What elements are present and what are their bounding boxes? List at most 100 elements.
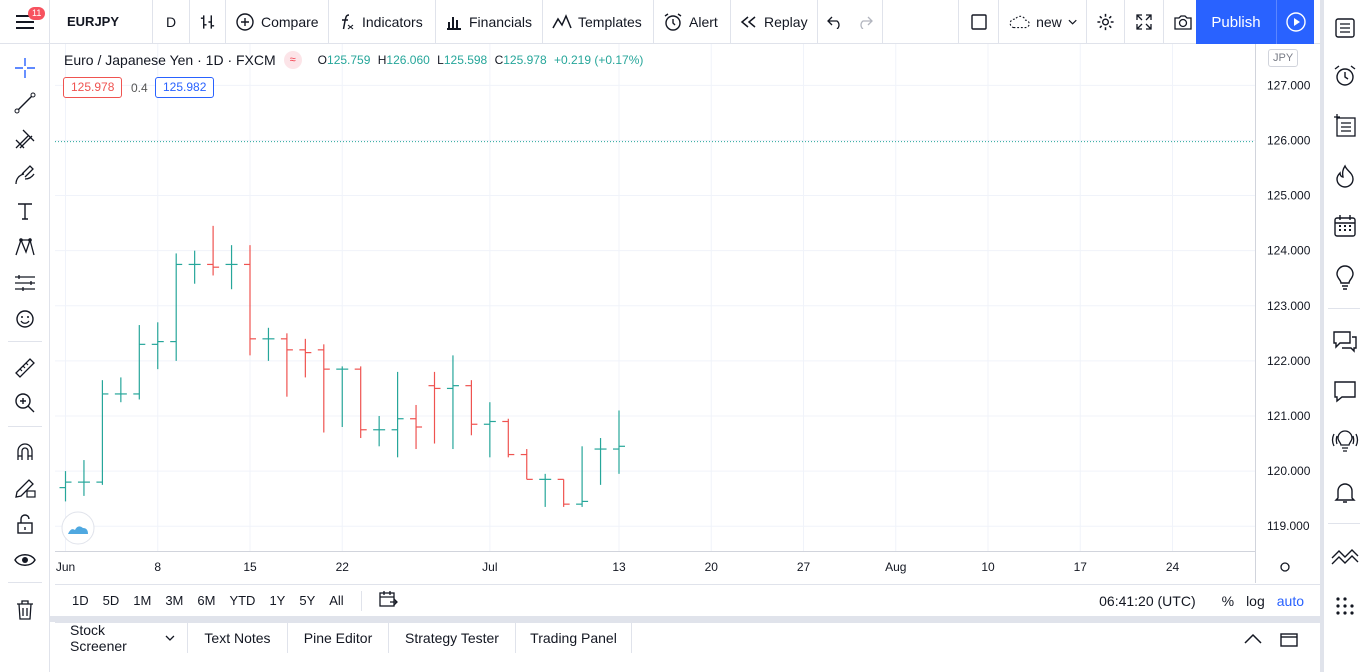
ohlc-bar <box>520 449 533 480</box>
ideas-stream-button[interactable] <box>1329 262 1361 294</box>
alert-button[interactable]: Alert <box>654 0 731 44</box>
ohlc-bar <box>391 371 404 458</box>
bars-style-icon <box>200 14 215 29</box>
watchlist-button[interactable] <box>1329 12 1361 44</box>
play-button[interactable] <box>1276 0 1314 44</box>
hotlists-button[interactable] <box>1329 160 1361 192</box>
undo-icon[interactable] <box>827 15 843 29</box>
gear-icon[interactable] <box>1280 562 1290 572</box>
brush-tool[interactable] <box>11 161 39 189</box>
pattern-tool[interactable] <box>11 233 39 261</box>
tab-pine-editor[interactable]: Pine Editor <box>288 623 389 653</box>
plus-circle-icon <box>236 12 254 31</box>
toolbar-spacer <box>883 0 959 44</box>
range-button-5y[interactable]: 5Y <box>299 593 316 608</box>
calendar-icon <box>1334 215 1356 237</box>
publish-button[interactable]: Publish <box>1196 0 1276 44</box>
market-status-icon[interactable]: ≈ <box>283 51 302 69</box>
tab-trading-panel[interactable]: Trading Panel <box>516 623 632 653</box>
lock-all-tool[interactable] <box>11 510 39 538</box>
y-tick-label: 121.000 <box>1267 409 1311 423</box>
financials-button[interactable]: Financials <box>436 0 543 44</box>
chats-button[interactable] <box>1329 325 1361 357</box>
prediction-tool[interactable] <box>11 269 39 297</box>
interval-button[interactable]: D <box>153 0 190 44</box>
range-button-5d[interactable]: 5D <box>102 593 120 608</box>
maximize-panel-icon[interactable] <box>1279 632 1299 648</box>
more-apps-button[interactable] <box>1329 590 1361 622</box>
buy-price-box[interactable]: 125.982 <box>155 77 215 98</box>
price-chart[interactable]: 127.000 126.000 125.000 124.000 123.000 122.0… <box>55 44 1320 584</box>
tab-stock-screener[interactable]: Stock Screener <box>55 622 188 654</box>
settings-button[interactable] <box>1087 0 1125 44</box>
templates-label: Templates <box>578 13 642 30</box>
range-button-3m[interactable]: 3M <box>165 593 184 608</box>
tab-strategy-tester[interactable]: Strategy Tester <box>389 623 516 653</box>
ohlc-bar <box>373 415 386 447</box>
range-button-ytd[interactable]: YTD <box>229 593 256 608</box>
tab-label: Trading Panel <box>530 630 617 646</box>
ohlc-bar <box>114 377 127 403</box>
range-button-all[interactable]: All <box>329 593 344 608</box>
fullscreen-button[interactable] <box>1125 0 1164 44</box>
pitchfork-icon <box>15 129 35 149</box>
alerts-button[interactable] <box>1329 60 1361 92</box>
select-layout-button[interactable] <box>959 0 999 44</box>
text-tool[interactable] <box>11 197 39 225</box>
order-panel-button[interactable] <box>1329 540 1361 572</box>
range-button-1m[interactable]: 1M <box>133 593 152 608</box>
streams-button[interactable] <box>1329 425 1361 457</box>
sell-price-box[interactable]: 125.978 <box>63 77 123 98</box>
auto-toggle[interactable]: auto <box>1276 592 1304 609</box>
ruler-icon <box>15 358 35 378</box>
range-button-1d[interactable]: 1D <box>72 593 89 608</box>
notifications-button[interactable] <box>1329 476 1361 508</box>
zigzag-icon <box>1331 549 1359 565</box>
range-buttons: 1D 5D 1M 3M 6M YTD 1Y 5Y All <box>55 593 351 608</box>
chat-bubbles-icon <box>1333 331 1357 353</box>
replay-label: Replay <box>764 13 808 30</box>
notification-badge: 11 <box>28 6 46 20</box>
trend-line-tool[interactable] <box>11 89 39 117</box>
main-menu-button[interactable]: 11 <box>0 0 50 44</box>
chart-legend: Euro / Japanese Yen · 1D · FXCM ≈ O125.7… <box>64 51 643 69</box>
icons-tool[interactable] <box>11 305 39 333</box>
tab-label: Pine Editor <box>303 630 373 646</box>
currency-label[interactable]: JPY <box>1268 49 1299 67</box>
clock-display[interactable]: 06:41:20 (UTC) <box>1099 592 1196 609</box>
magnet-tool[interactable] <box>11 438 39 466</box>
zoom-tool[interactable] <box>11 389 39 417</box>
calendar-button[interactable] <box>1329 210 1361 242</box>
range-button-6m[interactable]: 6M <box>197 593 216 608</box>
templates-button[interactable]: Templates <box>543 0 654 44</box>
rewind-icon <box>740 15 756 28</box>
ohlc-bar <box>410 404 423 450</box>
fib-tool[interactable] <box>11 125 39 153</box>
measure-tool[interactable] <box>11 354 39 382</box>
ohlc-bar <box>225 245 238 290</box>
templates-icon <box>552 13 572 28</box>
replay-button[interactable]: Replay <box>731 0 818 44</box>
symbol-search-button[interactable]: EURJPY <box>50 0 153 44</box>
snapshot-button[interactable] <box>1164 0 1202 44</box>
tab-text-notes[interactable]: Text Notes <box>188 623 288 653</box>
redo-icon[interactable] <box>857 15 873 29</box>
data-window-button[interactable] <box>1329 110 1361 142</box>
symbol-title[interactable]: Euro / Japanese Yen · 1D · FXCM <box>64 52 276 68</box>
hide-drawings-tool[interactable] <box>11 546 39 574</box>
chevron-up-icon[interactable] <box>1243 633 1263 645</box>
bar-style-button[interactable] <box>190 0 226 44</box>
remove-drawings-tool[interactable] <box>11 596 39 624</box>
range-button-1y[interactable]: 1Y <box>269 593 286 608</box>
log-toggle[interactable]: log <box>1246 592 1265 609</box>
eye-icon <box>14 554 36 566</box>
compare-button[interactable]: Compare <box>226 0 329 44</box>
y-tick-label: 119.000 <box>1267 519 1310 533</box>
messages-button[interactable] <box>1329 375 1361 407</box>
goto-date-button[interactable] <box>378 590 398 611</box>
save-layout-button[interactable]: new <box>999 0 1087 44</box>
percent-toggle[interactable]: % <box>1221 592 1235 609</box>
lock-drawing-tool[interactable] <box>11 474 39 502</box>
indicators-button[interactable]: Indicators <box>329 0 436 44</box>
crosshair-tool[interactable] <box>11 54 39 82</box>
